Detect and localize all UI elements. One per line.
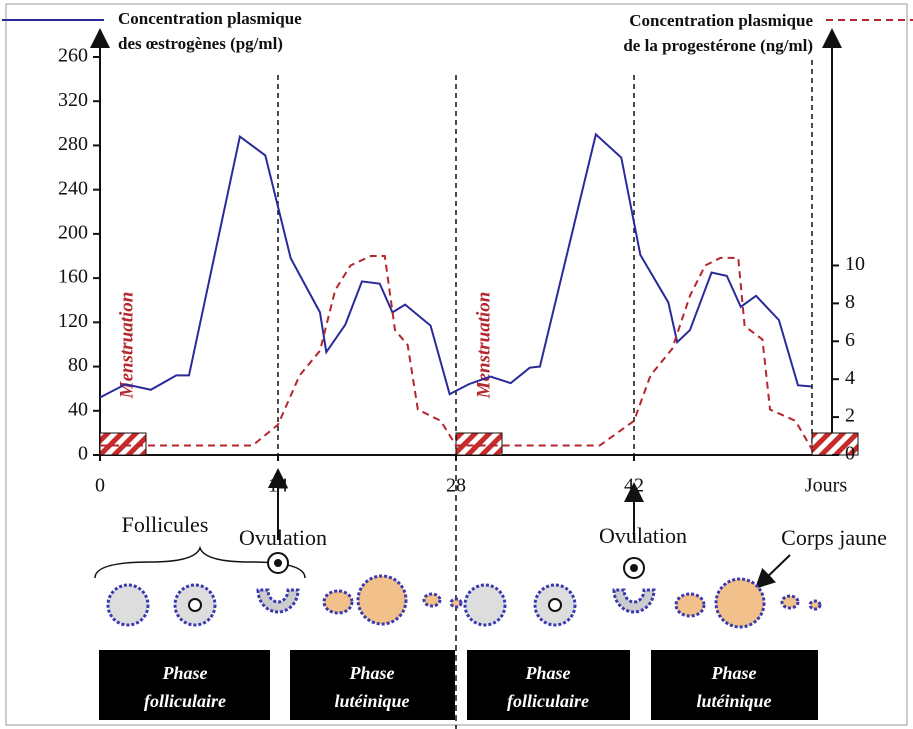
x-tick-label: 28 [446, 475, 466, 497]
y-tick-label: 80 [68, 354, 88, 376]
y2-tick-label: 6 [845, 329, 855, 351]
figure: Concentration plasmique des œstrogènes (… [0, 0, 913, 729]
phase-label: Phase [525, 663, 571, 683]
y-tick-label: 200 [58, 221, 88, 243]
menstruation-box [100, 433, 146, 455]
phase-label: folliculaire [144, 691, 226, 711]
y-tick-label: 280 [58, 133, 88, 155]
x-tick-label: 42 [624, 475, 644, 497]
y-tick-label: 320 [58, 89, 88, 111]
x-title: Jours [805, 475, 847, 497]
y2-title: Concentration plasmique [629, 11, 813, 30]
y-tick-label: 0 [78, 443, 88, 465]
y-title: des œstrogènes (pg/ml) [118, 34, 283, 53]
y-tick-label: 120 [58, 310, 88, 332]
y2-tick-label: 4 [845, 367, 855, 389]
x-tick-label: 14 [268, 475, 288, 497]
arrow [762, 555, 790, 582]
phase-label: lutéinique [334, 691, 409, 711]
x-tick-label: 0 [95, 475, 105, 497]
layout [2, 20, 913, 729]
phase-label: lutéinique [696, 691, 771, 711]
y-tick-label: 40 [68, 398, 88, 420]
menstruation-box [456, 433, 502, 455]
y2-tick-label: 8 [845, 291, 855, 313]
annotation: Menstruation [116, 292, 137, 400]
annotation: Menstruation [473, 292, 494, 400]
label: Follicules [122, 512, 209, 537]
phase-label: Phase [349, 663, 395, 683]
phase-label: Phase [162, 663, 208, 683]
y2-tick-label: 0 [845, 443, 855, 465]
y-tick-label: 260 [58, 45, 88, 67]
y-tick-label: 240 [58, 177, 88, 199]
y-title: Concentration plasmique [118, 9, 302, 28]
y2-tick-label: 10 [845, 253, 865, 275]
phase-label: folliculaire [507, 691, 589, 711]
y-tick-label: 160 [58, 266, 88, 288]
label: Ovulation [599, 523, 687, 548]
label: Ovulation [239, 525, 327, 550]
label: Corps jaune [781, 525, 887, 550]
y2-tick-label: 2 [845, 405, 855, 427]
y2-title: de la progestérone (ng/ml) [623, 36, 813, 55]
follicles [108, 576, 820, 627]
phase-label: Phase [711, 663, 757, 683]
